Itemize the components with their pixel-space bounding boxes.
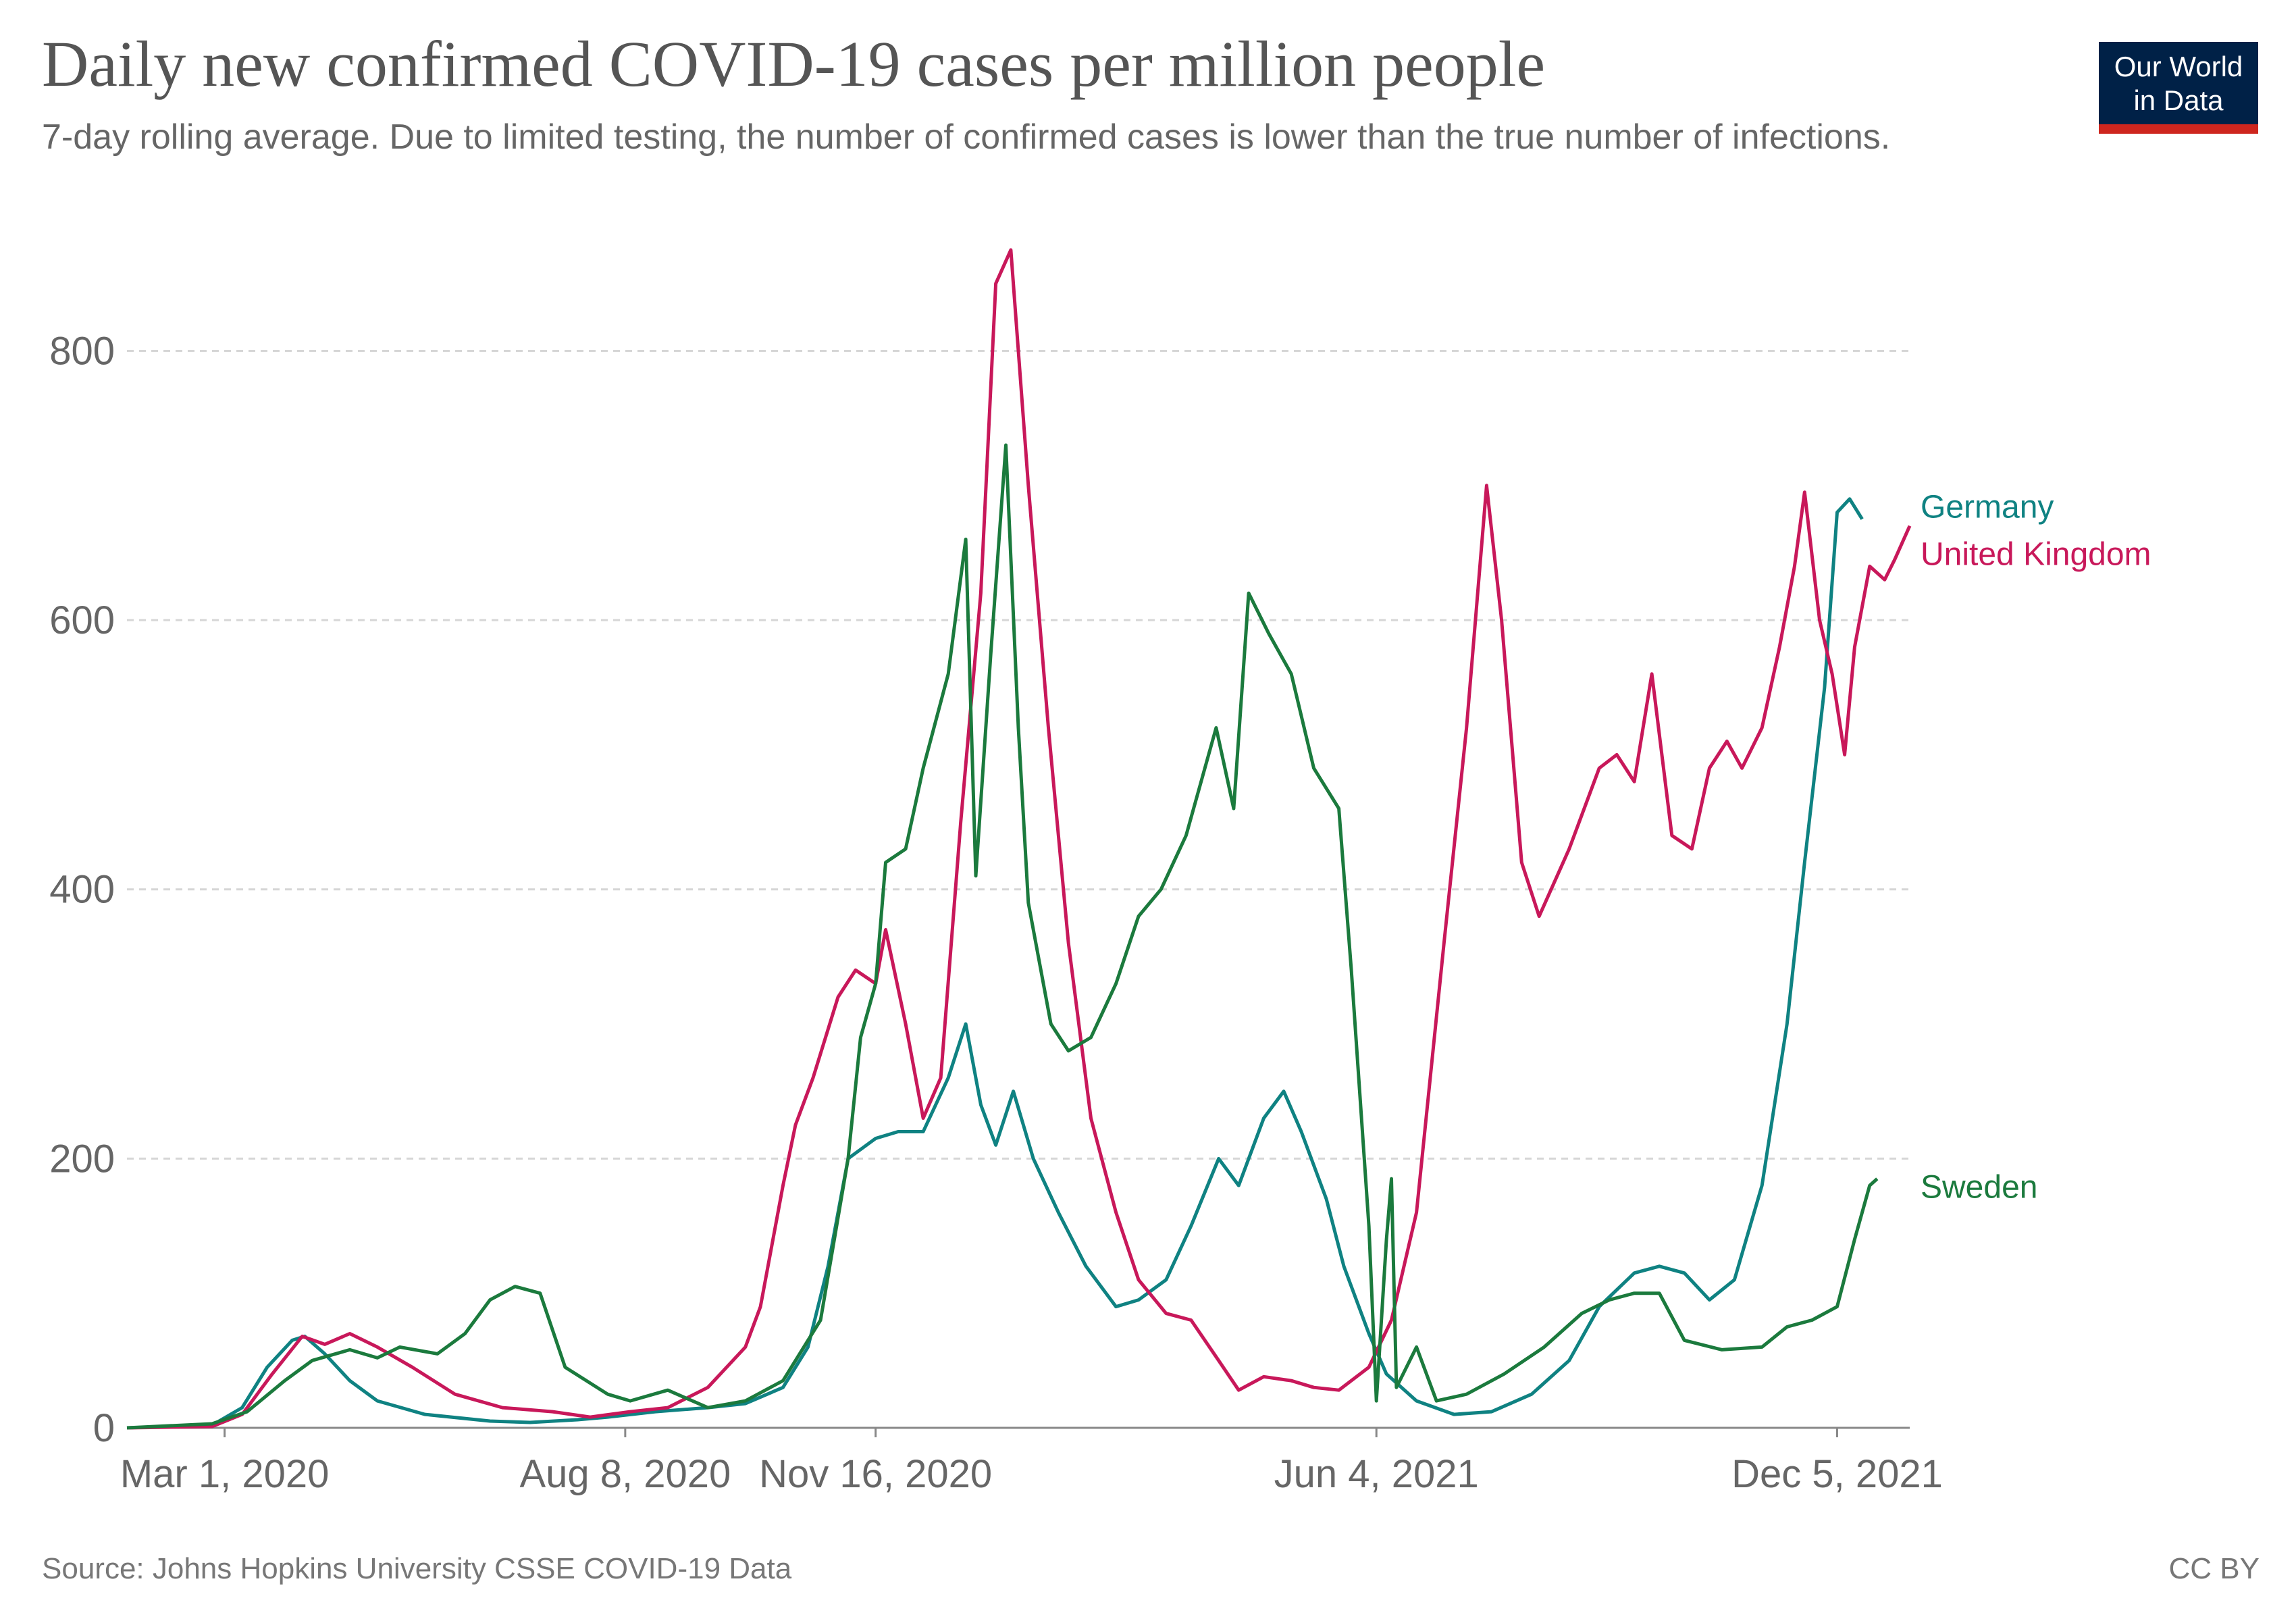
- logo-accent-bar: [2099, 124, 2258, 134]
- x-tick-label-3: Jun 4, 2021: [1274, 1452, 1479, 1496]
- x-tick-label-4: Dec 5, 2021: [1731, 1452, 1943, 1496]
- y-tick-label-600: 600: [49, 598, 115, 642]
- y-tick-label-800: 800: [49, 329, 115, 373]
- series-labels: Germany United Kingdom Sweden: [1921, 490, 2151, 1206]
- y-tick-label-400: 400: [49, 868, 115, 912]
- y-tick-label-0: 0: [93, 1406, 115, 1450]
- series-line-sweden: [126, 443, 1879, 1430]
- owid-logo[interactable]: Our World in Data: [2099, 42, 2258, 134]
- license-link[interactable]: CC BY: [2168, 1552, 2260, 1585]
- chart-title: Daily new confirmed COVID-19 cases per m…: [42, 28, 1546, 100]
- series-line-united-kingdom: [126, 248, 1912, 1430]
- series-label-sweden: Sweden: [1921, 1169, 2037, 1205]
- series-label-germany: Germany: [1921, 490, 2054, 525]
- axes: 0 200 400 600 800 Mar 1, 2020 Aug 8, 2020 Nov 1…: [49, 329, 1943, 1496]
- y-tick-label-200: 200: [49, 1137, 115, 1181]
- x-tick-label-0: Mar 1, 2020: [120, 1452, 330, 1496]
- x-tick-label-1: Aug 8, 2020: [519, 1452, 731, 1496]
- chart-subtitle: 7-day rolling average. Due to limited te…: [42, 118, 1891, 157]
- x-tick-label-2: Nov 16, 2020: [759, 1452, 992, 1496]
- series-line-germany: [126, 497, 1864, 1430]
- logo-line-2: in Data: [2133, 84, 2224, 116]
- series-label-united-kingdom: United Kingdom: [1921, 537, 2151, 573]
- series-lines: [126, 248, 1912, 1430]
- source-note: Source: Johns Hopkins University CSSE CO…: [42, 1552, 792, 1585]
- logo-line-1: Our World: [2114, 51, 2243, 82]
